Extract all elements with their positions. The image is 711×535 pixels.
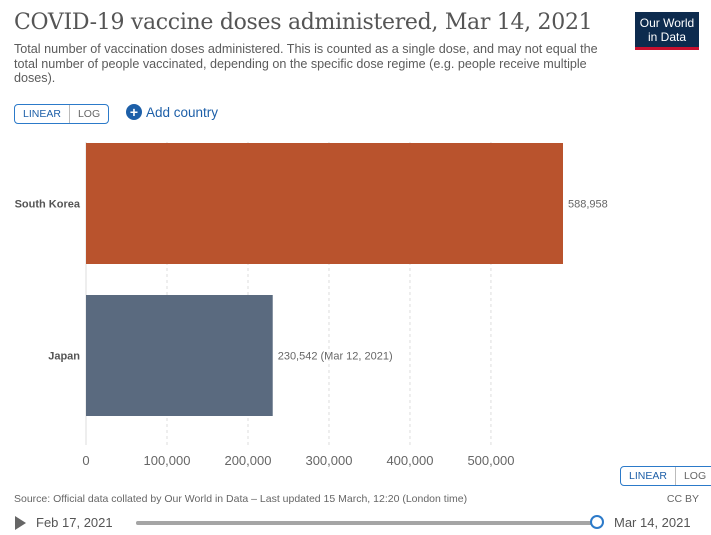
axis-linear-button[interactable]: LINEAR bbox=[621, 467, 676, 485]
add-country-label: Add country bbox=[146, 104, 219, 120]
plus-circle-icon: + bbox=[126, 104, 142, 120]
category-label: South Korea bbox=[15, 199, 81, 211]
timeline: Feb 17, 2021 Mar 14, 2021 bbox=[0, 512, 711, 534]
timeline-handle[interactable] bbox=[590, 515, 604, 529]
bar bbox=[86, 295, 273, 416]
tick-label: 500,000 bbox=[467, 453, 514, 468]
category-label: Japan bbox=[48, 351, 80, 363]
tick-label: 400,000 bbox=[386, 453, 433, 468]
play-icon[interactable] bbox=[15, 516, 26, 530]
timeline-progress bbox=[136, 521, 596, 525]
license-link[interactable]: CC BY bbox=[666, 493, 699, 505]
scale-linear-button[interactable]: LINEAR bbox=[15, 105, 70, 123]
tick-label: 300,000 bbox=[305, 453, 352, 468]
tick-label: 100,000 bbox=[143, 453, 190, 468]
scale-toggle-bottom: LINEAR LOG bbox=[620, 466, 711, 486]
tick-label: 200,000 bbox=[224, 453, 271, 468]
timeline-start-date[interactable]: Feb 17, 2021 bbox=[36, 515, 113, 530]
timeline-end-date[interactable]: Mar 14, 2021 bbox=[614, 515, 691, 530]
source-note: Source: Official data collated by Our Wo… bbox=[14, 493, 468, 505]
owid-logo[interactable]: Our World in Data bbox=[635, 12, 699, 50]
scale-toggle-top: LINEAR LOG bbox=[14, 104, 110, 124]
bar-chart: South Korea 588,958 Japan 230,542 (Mar 12, … bbox=[15, 142, 608, 468]
chart-subtitle: Total number of vaccination doses admini… bbox=[14, 42, 598, 85]
chart-title: COVID-19 vaccine doses administered, Mar… bbox=[14, 10, 593, 35]
add-country-button[interactable]: + Add country bbox=[126, 104, 218, 120]
tick-label: 0 bbox=[82, 453, 89, 468]
bar bbox=[86, 143, 563, 264]
logo-line-1: Our World bbox=[639, 16, 695, 30]
scale-log-button[interactable]: LOG bbox=[77, 108, 101, 120]
axis-log-button[interactable]: LOG bbox=[683, 470, 707, 482]
value-label: 588,958 bbox=[568, 199, 608, 211]
timeline-track[interactable] bbox=[136, 521, 596, 525]
logo-line-2: in Data bbox=[647, 30, 687, 44]
value-label: 230,542 (Mar 12, 2021) bbox=[278, 351, 393, 363]
